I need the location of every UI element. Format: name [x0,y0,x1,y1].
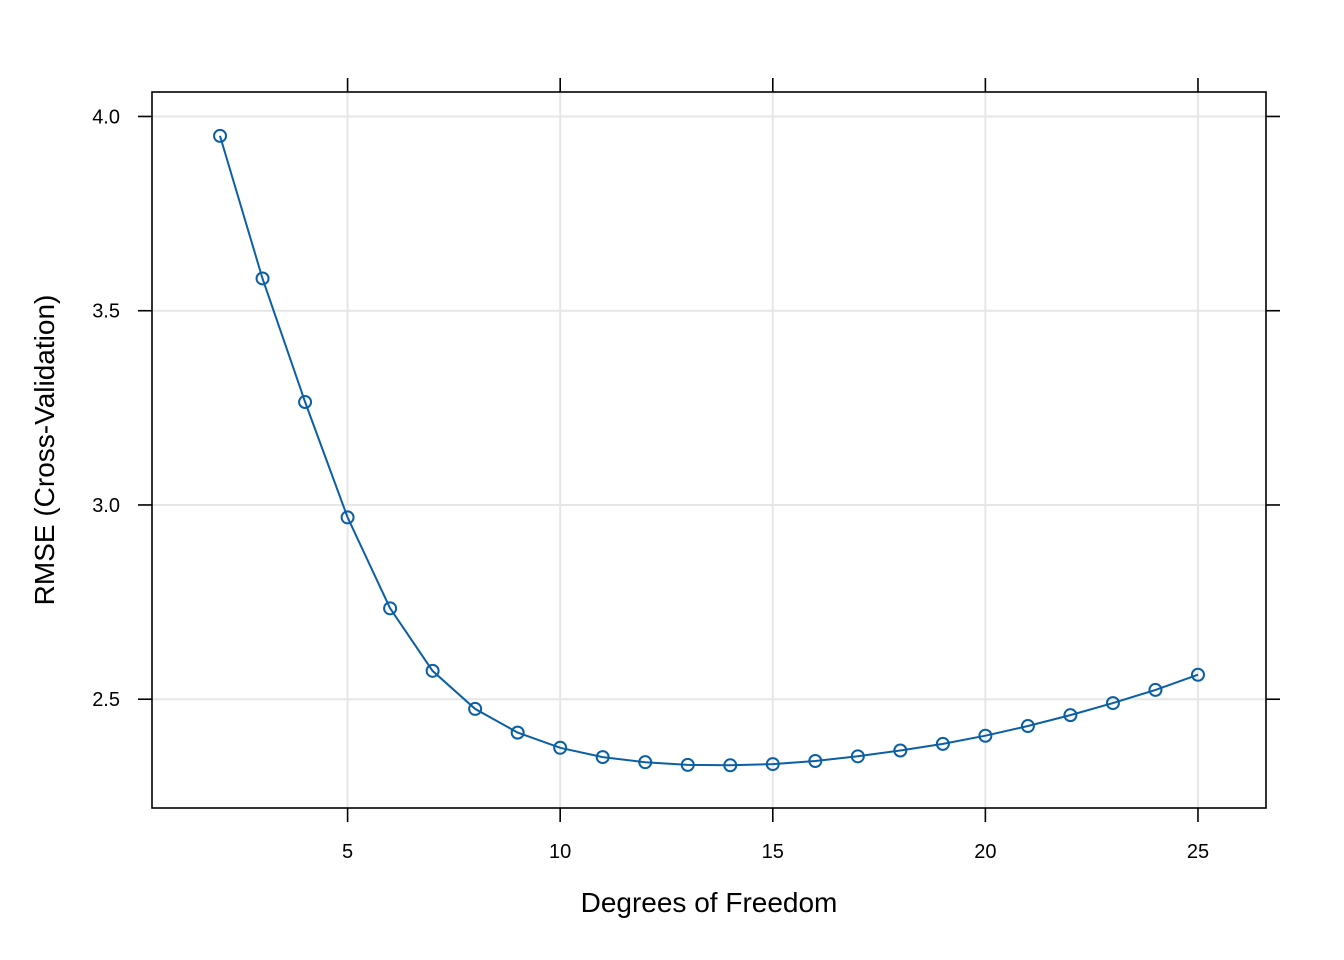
data-point [638,755,653,770]
data-point [893,743,908,758]
x-tick-label: 25 [1187,841,1209,863]
data-point [468,701,483,716]
x-axis-title: Degrees of Freedom [581,887,838,918]
series-layer [213,128,1205,773]
grid-layer [152,92,1266,808]
data-point [935,736,950,751]
y-axis-title: RMSE (Cross-Validation) [29,295,60,606]
data-point [723,758,738,773]
data-point [1148,682,1163,697]
data-point [680,757,695,772]
data-point [340,510,355,525]
x-tick-label: 15 [762,841,784,863]
data-point [1063,708,1078,723]
x-tick-label: 10 [549,841,571,863]
x-tick-label: 5 [342,841,353,863]
plot-frame [151,91,1267,809]
y-tick-label: 2.5 [92,689,120,711]
data-point [1105,696,1120,711]
data-point [383,601,398,616]
data-point [850,749,865,764]
y-tick-label: 3.5 [92,301,120,323]
tick-layer [138,78,1280,822]
data-point [808,753,823,768]
data-point [425,663,440,678]
data-point [553,740,568,755]
data-point [595,750,610,765]
data-point [765,757,780,772]
data-point [978,728,993,743]
data-point [298,395,313,410]
data-point [510,725,525,740]
tick-label-layer: 5 10 15 20 25 2.5 3.0 3.5 4.0 [92,106,1209,863]
y-tick-label: 4.0 [92,106,120,128]
x-tick-label: 20 [974,841,996,863]
series-line [219,135,1199,767]
data-point [1020,719,1035,734]
data-point [1190,667,1205,682]
y-tick-label: 3.0 [92,495,120,517]
data-point [213,128,228,143]
data-point [255,271,270,286]
